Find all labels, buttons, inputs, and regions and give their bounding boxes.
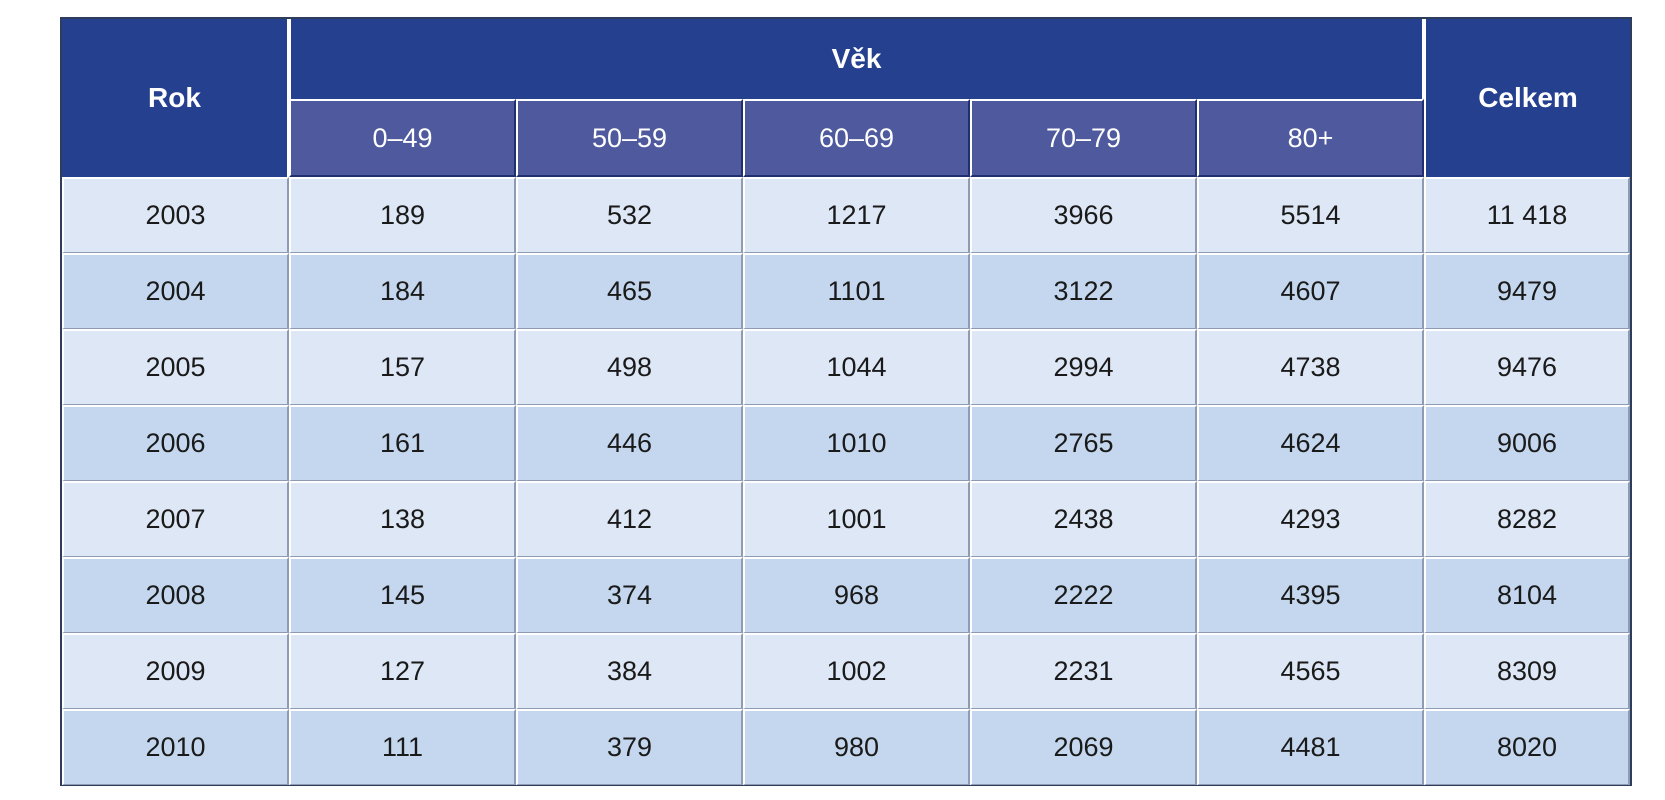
cell-year: 2005 xyxy=(62,329,289,405)
table-row: 2003 189 532 1217 3966 5514 11 418 xyxy=(62,177,1630,253)
cell-value: 980 xyxy=(743,709,970,785)
cell-value: 1010 xyxy=(743,405,970,481)
cell-value: 2069 xyxy=(970,709,1197,785)
cell-total: 8309 xyxy=(1424,633,1630,709)
cell-value: 446 xyxy=(516,405,743,481)
cell-value: 2222 xyxy=(970,557,1197,633)
cell-value: 465 xyxy=(516,253,743,329)
cell-value: 1001 xyxy=(743,481,970,557)
table-row: 2004 184 465 1101 3122 4607 9479 xyxy=(62,253,1630,329)
header-age-band: 50–59 xyxy=(516,99,743,177)
cell-value: 4293 xyxy=(1197,481,1424,557)
cell-total: 8104 xyxy=(1424,557,1630,633)
cell-value: 189 xyxy=(289,177,516,253)
cell-value: 5514 xyxy=(1197,177,1424,253)
cell-value: 145 xyxy=(289,557,516,633)
cell-value: 2231 xyxy=(970,633,1197,709)
cell-year: 2004 xyxy=(62,253,289,329)
cell-value: 4481 xyxy=(1197,709,1424,785)
cell-value: 4395 xyxy=(1197,557,1424,633)
table-row: 2010 111 379 980 2069 4481 8020 xyxy=(62,709,1630,785)
cell-value: 412 xyxy=(516,481,743,557)
cell-value: 1002 xyxy=(743,633,970,709)
cell-value: 4624 xyxy=(1197,405,1424,481)
table-row: 2009 127 384 1002 2231 4565 8309 xyxy=(62,633,1630,709)
cell-value: 1217 xyxy=(743,177,970,253)
cell-year: 2009 xyxy=(62,633,289,709)
cell-year: 2008 xyxy=(62,557,289,633)
cell-value: 4738 xyxy=(1197,329,1424,405)
cell-value: 138 xyxy=(289,481,516,557)
table-row: 2006 161 446 1010 2765 4624 9006 xyxy=(62,405,1630,481)
cell-value: 1101 xyxy=(743,253,970,329)
header-total: Celkem xyxy=(1424,19,1630,177)
cell-value: 968 xyxy=(743,557,970,633)
header-age-group: Věk xyxy=(289,19,1424,99)
header-age-band: 80+ xyxy=(1197,99,1424,177)
cell-total: 9476 xyxy=(1424,329,1630,405)
cell-value: 2765 xyxy=(970,405,1197,481)
header-year: Rok xyxy=(62,19,289,177)
cell-total: 9006 xyxy=(1424,405,1630,481)
header-age-band: 70–79 xyxy=(970,99,1197,177)
cell-value: 2994 xyxy=(970,329,1197,405)
cell-value: 1044 xyxy=(743,329,970,405)
cell-value: 2438 xyxy=(970,481,1197,557)
header-age-band: 0–49 xyxy=(289,99,516,177)
cell-value: 111 xyxy=(289,709,516,785)
cell-year: 2003 xyxy=(62,177,289,253)
cell-total: 8020 xyxy=(1424,709,1630,785)
cell-value: 3966 xyxy=(970,177,1197,253)
cell-year: 2006 xyxy=(62,405,289,481)
cell-total: 9479 xyxy=(1424,253,1630,329)
data-table-frame: Rok Věk Celkem 0–49 50–59 60–69 70–79 80… xyxy=(60,17,1632,786)
cell-total: 11 418 xyxy=(1424,177,1630,253)
cell-value: 498 xyxy=(516,329,743,405)
cell-value: 4607 xyxy=(1197,253,1424,329)
cell-year: 2007 xyxy=(62,481,289,557)
table-row: 2005 157 498 1044 2994 4738 9476 xyxy=(62,329,1630,405)
cell-value: 379 xyxy=(516,709,743,785)
cell-value: 532 xyxy=(516,177,743,253)
cell-value: 184 xyxy=(289,253,516,329)
cell-value: 157 xyxy=(289,329,516,405)
table-row: 2008 145 374 968 2222 4395 8104 xyxy=(62,557,1630,633)
cell-value: 161 xyxy=(289,405,516,481)
cell-value: 4565 xyxy=(1197,633,1424,709)
table-row: 2007 138 412 1001 2438 4293 8282 xyxy=(62,481,1630,557)
cell-year: 2010 xyxy=(62,709,289,785)
cell-value: 384 xyxy=(516,633,743,709)
cell-total: 8282 xyxy=(1424,481,1630,557)
data-table: Rok Věk Celkem 0–49 50–59 60–69 70–79 80… xyxy=(62,19,1630,785)
cell-value: 127 xyxy=(289,633,516,709)
header-age-band: 60–69 xyxy=(743,99,970,177)
cell-value: 374 xyxy=(516,557,743,633)
cell-value: 3122 xyxy=(970,253,1197,329)
